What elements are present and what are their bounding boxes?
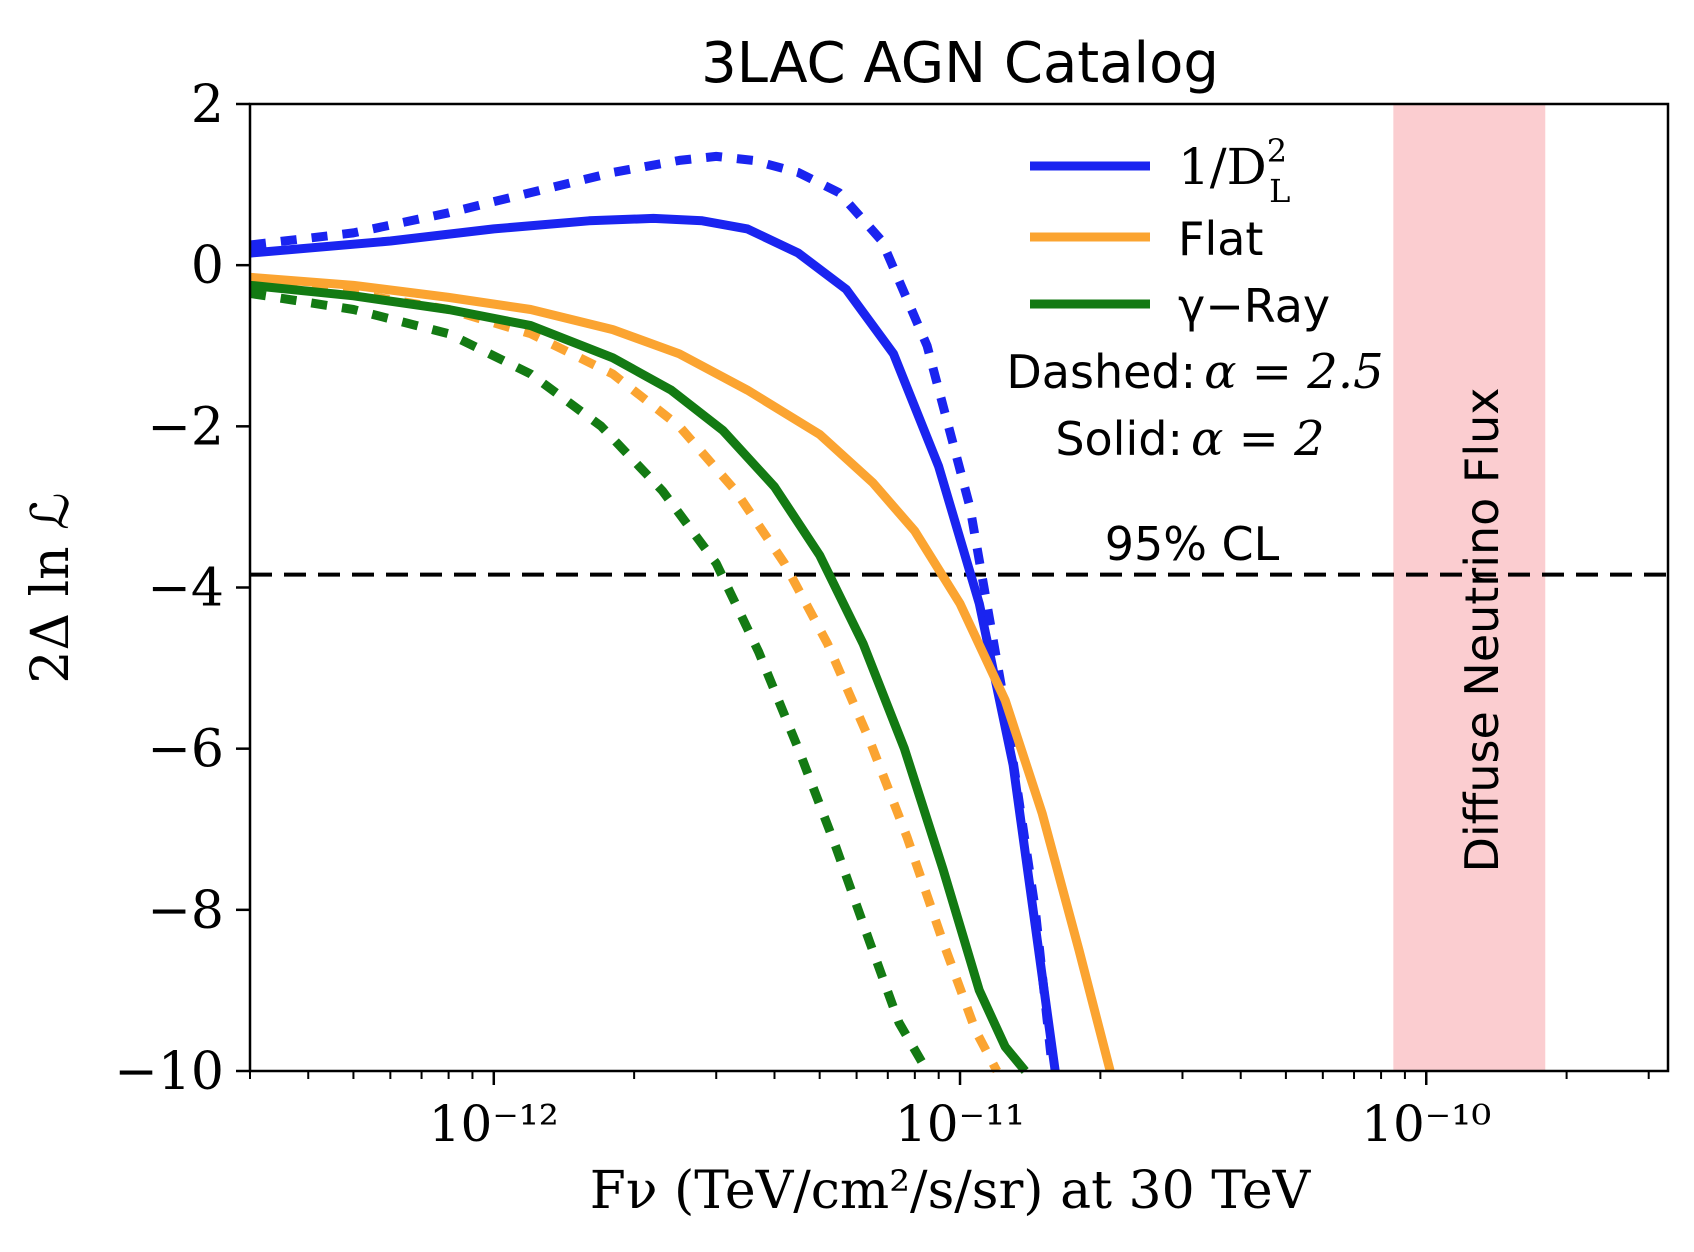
- chart-title: 3LAC AGN Catalog: [701, 31, 1219, 96]
- series-line-3-dashed: [249, 280, 1001, 1074]
- ninety-five-cl-label: 95% CL: [1105, 517, 1280, 571]
- x-tick-label-0: 10⁻¹²: [429, 1095, 559, 1153]
- y-tick-label-2: −2: [147, 397, 224, 457]
- y-tick-label-1: 0: [191, 236, 224, 296]
- legend-label-green: γ−Ray: [1178, 279, 1330, 333]
- series-line-1-dashed: [249, 151, 1058, 1072]
- legend-label-blue: 1/D2 L: [1178, 132, 1290, 210]
- x-tick-label-1: 10⁻¹¹: [895, 1095, 1025, 1153]
- y-axis-label: 2Δ ln ℒ: [21, 492, 81, 683]
- y-axis-ticks: 2 0 −2 −4 −6 −8 −10: [114, 75, 250, 1102]
- y-tick-label-0: 2: [191, 75, 224, 135]
- series-line-5-dashed: [249, 288, 931, 1074]
- y-tick-label-3: −4: [147, 559, 224, 619]
- diffuse-flux-band: [1393, 104, 1546, 1071]
- x-axis-ticks: 10⁻¹² 10⁻¹¹ 10⁻¹⁰: [249, 1071, 1650, 1153]
- legend-note-dashed: Dashed: α = 2.5: [1006, 344, 1383, 400]
- series-lines: [249, 151, 1115, 1074]
- legend-note-solid: Solid: α = 2: [1055, 411, 1324, 467]
- x-axis-label: Fν (TeV/cm²/s/sr) at 30 TeV: [590, 1161, 1312, 1221]
- y-tick-label-4: −6: [147, 720, 224, 780]
- diffuse-flux-label: Diffuse Neutrino Flux: [1455, 387, 1509, 872]
- y-tick-label-6: −10: [114, 1042, 224, 1102]
- diffuse-flux-band-rect: [1393, 104, 1546, 1071]
- y-tick-label-5: −8: [147, 881, 224, 941]
- series-line-4-solid: [249, 280, 1029, 1074]
- x-tick-label-2: 10⁻¹⁰: [1361, 1095, 1491, 1153]
- legend-label-orange: Flat: [1178, 212, 1263, 266]
- series-line-2-solid: [249, 272, 1115, 1073]
- legend: 1/D2 L Flat γ−Ray Dashed: α = 2.5 Solid: α …: [1006, 132, 1383, 467]
